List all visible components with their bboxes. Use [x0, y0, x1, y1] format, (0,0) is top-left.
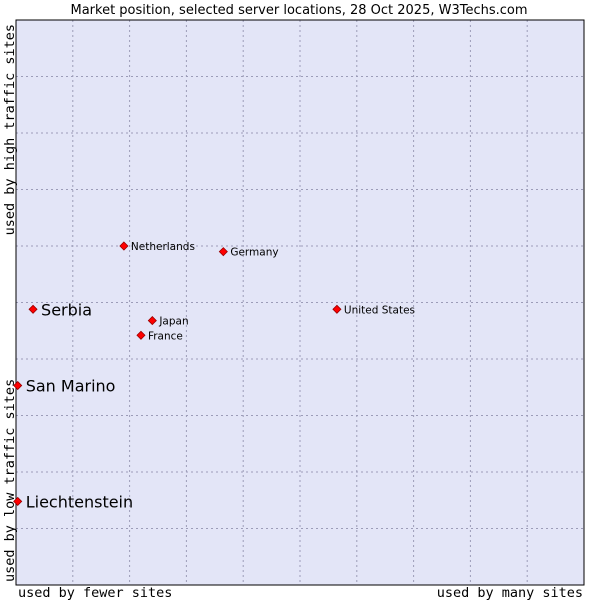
- point-label-netherlands: Netherlands: [131, 241, 195, 253]
- point-france: [136, 330, 146, 340]
- point-netherlands: [119, 241, 129, 251]
- y-axis-label-top: used by high traffic sites: [2, 24, 18, 235]
- chart-title: Market position, selected server locatio…: [70, 3, 527, 18]
- point-label-germany: Germany: [230, 247, 278, 259]
- point-label-japan: Japan: [158, 316, 188, 328]
- plot-border: [15, 19, 585, 586]
- point-label-france: France: [148, 330, 183, 342]
- x-axis-label-right: used by many sites: [437, 585, 583, 600]
- point-liechtenstein: [13, 496, 23, 506]
- point-united-states: [332, 304, 342, 314]
- point-germany: [218, 247, 228, 257]
- point-label-san-marino: San Marino: [26, 377, 116, 396]
- data-points: Netherlands Germany Serbia United States Jap…: [13, 241, 415, 511]
- point-japan: [147, 316, 157, 326]
- y-axis-label-bottom: used by low traffic sites: [2, 379, 18, 582]
- point-label-serbia: Serbia: [41, 300, 92, 319]
- point-serbia: [28, 304, 38, 314]
- point-label-united-states: United States: [344, 304, 415, 316]
- point-label-liechtenstein: Liechtenstein: [26, 492, 133, 511]
- point-san-marino: [13, 380, 23, 391]
- grid: [16, 20, 584, 585]
- x-axis-label-left: used by fewer sites: [18, 585, 172, 600]
